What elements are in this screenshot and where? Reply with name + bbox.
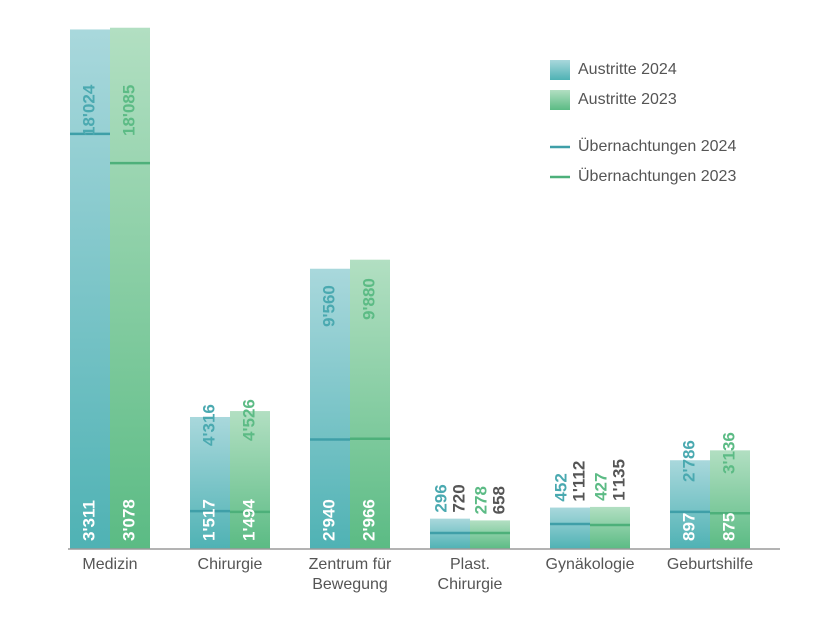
bar-2023-3 [470, 520, 510, 549]
bar-2023-4 [590, 506, 630, 549]
value-label-2023-4: 427 [591, 473, 610, 501]
bar-2023-1 [230, 411, 270, 549]
bar-2024-0 [70, 29, 110, 549]
value-label-2023-3: 278 [471, 486, 490, 514]
category-label-2: Bewegung [312, 576, 388, 593]
value-label-2023-2: 2'966 [359, 499, 378, 541]
bar-2023-0 [110, 27, 150, 549]
value-label-2023-1: 1'494 [239, 499, 258, 541]
bar-2024-5 [670, 460, 710, 549]
category-label-3: Chirurgie [438, 576, 503, 593]
bar-2024-2 [310, 268, 350, 549]
category-labels: Medizin Chirurgie Zentrum für Bewegung Plast… [82, 556, 753, 593]
overnight-label-2023-1: 4'526 [239, 399, 258, 441]
labels-group: 3'311 18'024 1'517 4'316 2'940 9'560 296 720 452… [79, 84, 738, 541]
bar-2023-5 [710, 450, 750, 549]
overnight-label-2024-4: 1'112 [569, 461, 588, 502]
bar-2024-1 [190, 416, 230, 549]
overnight-label-2023-5: 3'136 [719, 432, 738, 474]
value-label-2024-0: 3'311 [79, 500, 98, 541]
legend-label-1: Austritte 2023 [578, 91, 677, 108]
category-label-3: Plast. [450, 556, 490, 573]
bars-group [70, 27, 750, 549]
category-label-4: Gynäkologie [546, 556, 635, 573]
bar-2024-4 [550, 507, 590, 549]
legend-swatch-1 [550, 90, 570, 110]
category-label-5: Geburtshilfe [667, 556, 753, 573]
bar-2023-2 [350, 259, 390, 549]
overnight-label-2024-2: 9'560 [319, 285, 338, 327]
value-label-2023-0: 3'078 [119, 499, 138, 541]
value-label-2024-2: 2'940 [319, 499, 338, 541]
overnight-label-2023-3: 658 [489, 486, 508, 514]
value-label-2024-5: 897 [679, 513, 698, 541]
overnight-label-2024-3: 720 [449, 484, 468, 512]
overnight-label-2024-0: 18'024 [79, 84, 98, 136]
legend-label-0: Austritte 2024 [578, 61, 677, 78]
value-label-2023-5: 875 [719, 513, 738, 541]
overnight-label-2023-0: 18'085 [119, 85, 138, 136]
category-label-0: Medizin [82, 556, 137, 573]
legend: Austritte 2024 Austritte 2023 Übernachtung… [550, 60, 736, 185]
value-label-2024-4: 452 [551, 473, 570, 501]
category-label-1: Chirurgie [198, 556, 263, 573]
overnight-label-2023-2: 9'880 [359, 278, 378, 320]
overnight-label-2023-4: 1'135 [609, 459, 628, 501]
value-label-2024-1: 1'517 [199, 499, 218, 541]
legend-label-3: Übernachtungen 2023 [578, 167, 736, 185]
value-label-2024-3: 296 [431, 484, 450, 512]
legend-swatch-0 [550, 60, 570, 80]
overnight-label-2024-1: 4'316 [199, 404, 218, 446]
legend-label-2: Übernachtungen 2024 [578, 137, 736, 155]
category-label-2: Zentrum für [309, 556, 392, 573]
overnight-label-2024-5: 2'786 [679, 440, 698, 482]
